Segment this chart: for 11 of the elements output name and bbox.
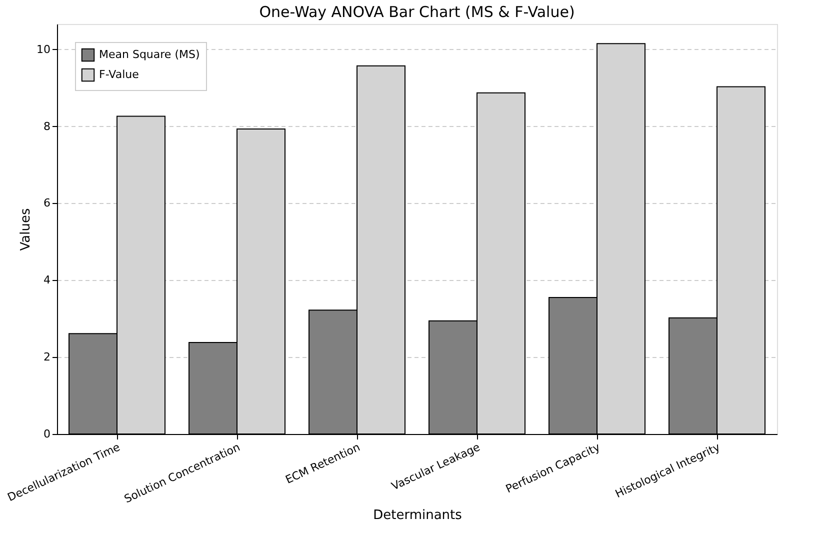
y-tick-label: 4	[44, 274, 50, 287]
y-tick-label: 8	[44, 120, 50, 133]
chart-title: One-Way ANOVA Bar Chart (MS & F-Value)	[259, 3, 575, 21]
x-axis-title: Determinants	[373, 508, 462, 523]
legend-label: F-Value	[99, 68, 140, 81]
y-axis-title: Values	[18, 208, 34, 251]
y-tick-label: 6	[44, 196, 50, 210]
y-tick-label: 10	[36, 42, 50, 56]
legend-label: Mean Square (MS)	[99, 48, 200, 61]
y-tick-label: 2	[44, 350, 50, 364]
y-tick-label: 0	[44, 428, 50, 440]
